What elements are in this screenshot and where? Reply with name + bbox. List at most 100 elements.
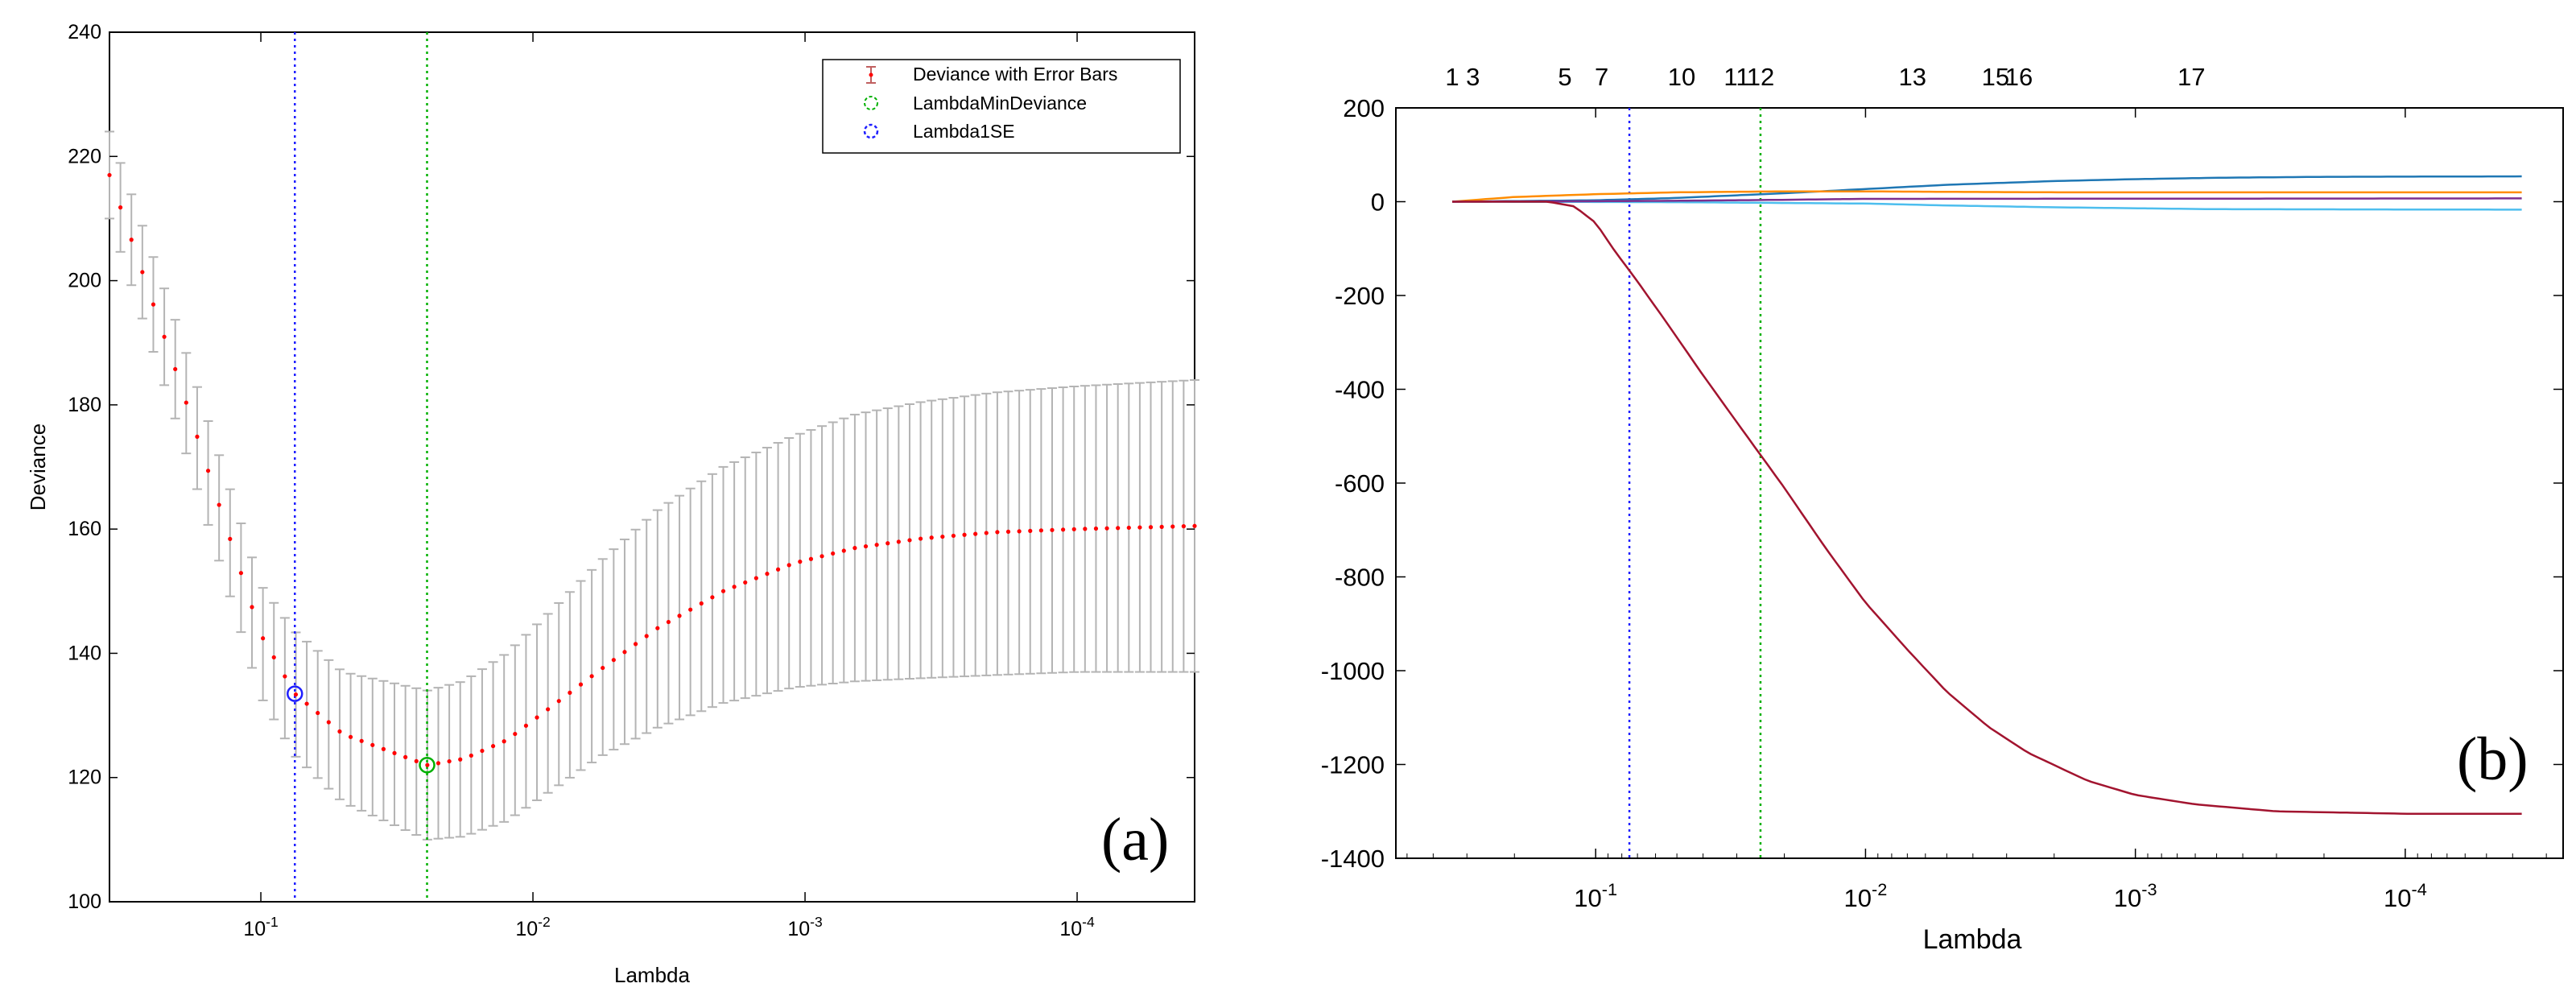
panel-a-y-axis-label: Deviance: [26, 423, 50, 510]
errorbar: [696, 480, 707, 713]
y-tick-label: -400: [1335, 376, 1385, 404]
panel-b-coefficient-paths: [1451, 175, 2522, 815]
deviance-point: [184, 400, 188, 405]
deviance-point: [261, 636, 266, 641]
legend-entry-lambda-1se: Lambda1SE: [913, 121, 1015, 142]
deviance-point: [1137, 525, 1142, 530]
panel-b-x-axis-label: Lambda: [1923, 924, 2022, 955]
deviance-point: [1038, 528, 1043, 533]
y-tick-label: -1200: [1321, 751, 1385, 779]
x-tick-label: 10-2: [1844, 879, 1888, 912]
deviance-point: [589, 674, 594, 679]
top-axis-df-label: 13: [1898, 63, 1926, 91]
deviance-point: [907, 538, 912, 543]
deviance-point: [1005, 529, 1011, 534]
deviance-point: [480, 748, 485, 754]
top-axis-df-label: 15: [1982, 63, 2009, 91]
deviance-point: [1017, 529, 1022, 534]
errorbar: [532, 623, 543, 801]
deviance-point: [403, 754, 408, 759]
deviance-point: [1148, 525, 1154, 530]
deviance-point: [765, 572, 770, 576]
y-tick-label: 160: [68, 518, 101, 540]
deviance-point: [1104, 526, 1109, 531]
deviance-point: [601, 665, 605, 671]
legend-1se-marker-icon: [863, 123, 879, 139]
deviance-point: [228, 536, 233, 541]
errorbar: [652, 509, 663, 729]
x-tick-label: 10-3: [787, 914, 822, 940]
panel-b-reference-lines: [1628, 108, 1762, 858]
lambda-1se-marker: [287, 685, 303, 702]
deviance-point: [490, 744, 496, 749]
deviance-point: [644, 634, 649, 638]
errorbar: [564, 591, 575, 779]
deviance-point: [523, 723, 529, 728]
deviance-point: [502, 739, 506, 744]
x-tick-label: 10-1: [243, 914, 278, 940]
deviance-point: [238, 571, 243, 576]
errorbar: [642, 519, 652, 734]
deviance-point: [381, 746, 386, 751]
deviance-point: [753, 576, 758, 581]
top-axis-df-label: 16: [2005, 63, 2033, 91]
deviance-point: [710, 595, 715, 600]
deviance-point: [293, 692, 299, 697]
top-axis-df-label: 5: [1558, 63, 1571, 91]
deviance-point: [1071, 527, 1076, 531]
errorbar: [740, 456, 750, 700]
deviance-point: [392, 750, 397, 755]
deviance-point: [337, 729, 342, 734]
errorbar: [675, 494, 685, 721]
deviance-point: [786, 563, 791, 568]
errorbar: [510, 644, 520, 816]
deviance-point: [1192, 523, 1197, 528]
deviance-point: [743, 580, 748, 585]
top-axis-df-label: 12: [1747, 63, 1774, 91]
panel-a-plot-frame: [109, 31, 1195, 903]
errorbar: [554, 601, 564, 787]
deviance-point: [655, 626, 660, 630]
top-axis-df-label: 10: [1668, 63, 1695, 91]
panel-b-plot-frame: [1395, 107, 2564, 859]
deviance-point: [886, 541, 890, 546]
coefficient-path-coef-3: [1452, 200, 2522, 211]
y-tick-label: 120: [68, 766, 101, 789]
errorbar: [324, 659, 334, 790]
panel-b-y-ticks: -1400 -1200 -1000 -800 -600 -400 -200 0 200: [1321, 94, 2563, 873]
errorbar: [751, 451, 762, 697]
deviance-point: [699, 601, 704, 606]
deviance-point: [633, 642, 638, 647]
panel-a-x-ticks: 10-1 10-2 10-3 10-4: [243, 32, 1095, 940]
deviance-point: [852, 546, 857, 551]
deviance-point: [173, 366, 178, 372]
deviance-point: [458, 757, 463, 762]
deviance-point: [370, 742, 375, 747]
deviance-point: [929, 535, 934, 540]
top-axis-df-label: 3: [1466, 63, 1480, 91]
errorbar: [269, 601, 279, 721]
errorbar: [630, 528, 641, 740]
deviance-point: [129, 238, 134, 242]
deviance-point: [951, 533, 956, 539]
y-tick-label: 100: [68, 890, 101, 913]
deviance-point: [1028, 528, 1033, 533]
errorbar: [619, 538, 630, 746]
errorbar: [576, 580, 586, 771]
panel-a-deviance-points: [107, 172, 1197, 767]
errorbar: [357, 675, 367, 812]
panel-a-plot-area: [105, 32, 1199, 902]
deviance-point: [326, 720, 331, 725]
lambda-min-marker: [419, 757, 436, 774]
deviance-point: [863, 543, 869, 549]
deviance-point: [720, 589, 726, 593]
panel-a-label: (a): [1101, 806, 1169, 874]
top-axis-df-label: 11: [1724, 63, 1749, 91]
x-tick-label: 10-1: [1574, 879, 1617, 912]
y-tick-label: -1000: [1321, 657, 1385, 685]
y-tick-label: -800: [1335, 564, 1385, 592]
deviance-point: [1050, 527, 1055, 532]
